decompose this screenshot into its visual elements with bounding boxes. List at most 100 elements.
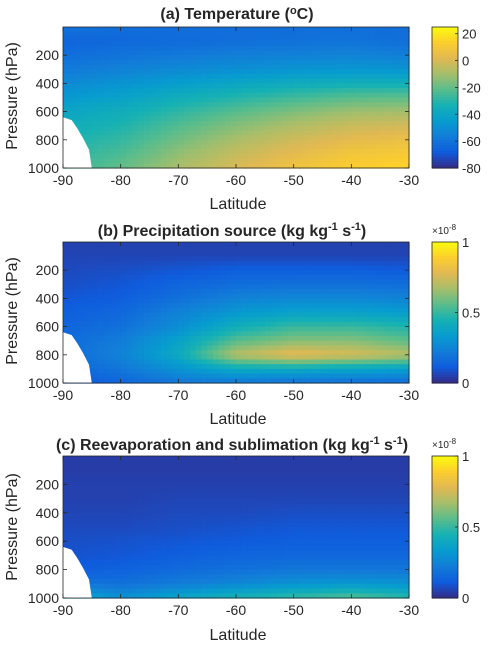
heatmap-cell	[68, 31, 76, 37]
heatmap-cell	[305, 364, 312, 370]
heatmap-cell	[149, 36, 156, 42]
heatmap-cell	[137, 135, 145, 141]
heatmap-cell	[189, 350, 197, 356]
heatmap-cell	[299, 270, 306, 276]
heatmap-cell	[299, 74, 306, 80]
heatmap-cell	[345, 284, 352, 290]
heatmap-cell	[362, 489, 370, 495]
heatmap-cell	[212, 321, 220, 328]
heatmap-cell	[276, 116, 283, 122]
heatmap-cell	[166, 484, 174, 490]
heatmap-cell	[351, 527, 358, 533]
heatmap-cell	[114, 493, 122, 500]
heatmap-cell	[68, 251, 76, 257]
heatmap-cell	[91, 465, 99, 471]
heatmap-cell	[253, 345, 260, 351]
heatmap-cell	[293, 153, 301, 160]
heatmap-cell	[91, 83, 99, 89]
heatmap-cell	[126, 106, 133, 113]
heatmap-cell	[362, 88, 370, 94]
heatmap-cell	[178, 474, 185, 481]
heatmap-cell	[68, 106, 76, 113]
heatmap-cell	[299, 27, 306, 33]
colorbar-segment	[432, 351, 458, 356]
heatmap-cell	[310, 470, 318, 476]
heatmap-cell	[362, 336, 370, 342]
heatmap-cell	[68, 541, 76, 547]
heatmap-cell	[103, 373, 110, 379]
heatmap-cell	[287, 36, 295, 42]
heatmap-cell	[357, 135, 364, 141]
heatmap-cell	[74, 274, 81, 281]
heatmap-cell	[132, 41, 139, 47]
heatmap-cell	[97, 270, 104, 276]
heatmap-cell	[143, 45, 151, 52]
heatmap-cell	[137, 545, 145, 552]
heatmap-cell	[137, 102, 145, 108]
heatmap-cell	[322, 69, 329, 75]
heatmap-cell	[224, 97, 231, 103]
heatmap-cell	[368, 298, 375, 304]
heatmap-cell	[201, 139, 208, 146]
heatmap-cell	[63, 470, 70, 476]
heatmap-cell	[236, 153, 243, 160]
heatmap-cell	[120, 303, 128, 309]
heatmap-cell	[339, 83, 347, 89]
heatmap-cell	[253, 144, 260, 150]
heatmap-cell	[212, 307, 220, 314]
heatmap-cell	[149, 121, 156, 127]
heatmap-cell	[351, 536, 358, 542]
heatmap-cell	[276, 279, 283, 285]
heatmap-cell	[137, 279, 145, 285]
heatmap-cell	[287, 144, 295, 150]
heatmap-cell	[322, 111, 329, 117]
heatmap-cell	[143, 312, 151, 318]
heatmap-cell	[397, 298, 404, 304]
heatmap-cell	[322, 130, 329, 136]
heatmap-cell	[201, 298, 208, 304]
heatmap-cell	[236, 312, 243, 318]
heatmap-cell	[334, 465, 341, 471]
heatmap-cell	[189, 321, 197, 328]
heatmap-cell	[63, 503, 70, 509]
heatmap-cell	[310, 55, 318, 61]
heatmap-cell	[391, 331, 399, 337]
heatmap-cell	[397, 83, 404, 89]
heatmap-cell	[362, 31, 370, 37]
heatmap-cell	[120, 242, 128, 248]
heatmap-cell	[305, 284, 312, 290]
heatmap-cell	[276, 456, 283, 462]
heatmap-cell	[391, 512, 399, 519]
heatmap-cell	[161, 460, 168, 467]
heatmap-cell	[299, 527, 306, 533]
colorbar-segment	[432, 258, 458, 263]
heatmap-cell	[264, 88, 272, 94]
heatmap-cell	[345, 350, 352, 356]
heatmap-cell	[380, 246, 387, 252]
heatmap-cell	[270, 345, 277, 351]
heatmap-cell	[380, 493, 387, 500]
heatmap-cell	[91, 55, 99, 61]
heatmap-cell	[97, 317, 104, 323]
heatmap-cell	[212, 50, 220, 56]
heatmap-cell	[184, 27, 191, 33]
heatmap-cell	[247, 359, 254, 365]
heatmap-cell	[339, 484, 347, 490]
heatmap-cell	[276, 260, 283, 267]
heatmap-cell	[218, 149, 226, 155]
heatmap-cell	[201, 246, 208, 252]
heatmap-cell	[120, 340, 128, 346]
heatmap-cell	[149, 116, 156, 122]
heatmap-cell	[80, 493, 87, 500]
heatmap-cell	[137, 69, 145, 75]
heatmap-cell	[172, 265, 179, 271]
heatmap-cell	[287, 498, 295, 504]
heatmap-cell	[212, 373, 220, 379]
heatmap-cell	[91, 260, 99, 267]
x-tick-label: -90	[53, 172, 73, 188]
heatmap-cell	[391, 251, 399, 257]
heatmap-cell	[253, 121, 260, 127]
heatmap-cell	[74, 260, 81, 267]
heatmap-cell	[339, 260, 347, 267]
heatmap-cell	[276, 88, 283, 94]
